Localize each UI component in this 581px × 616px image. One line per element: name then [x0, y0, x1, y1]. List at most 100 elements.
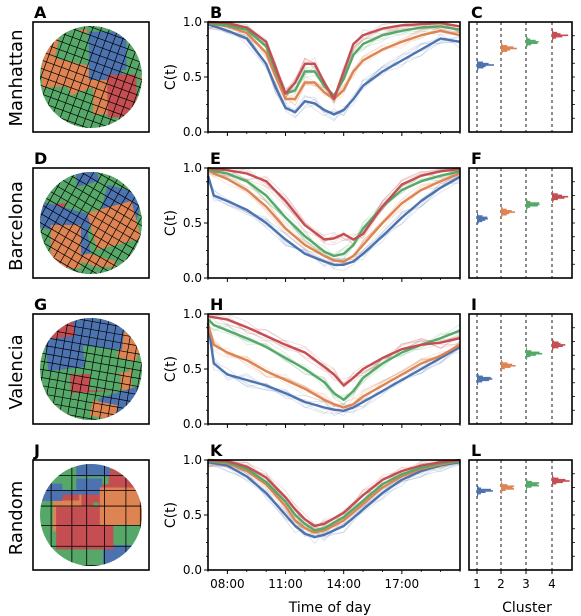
hist-bar-cluster-3 [526, 487, 528, 490]
panel-label-h: H [210, 295, 223, 314]
hist-bar-cluster-3 [526, 351, 540, 354]
hist-bar-cluster-4 [552, 33, 561, 35]
y-axis-label: C(t) [163, 210, 179, 236]
y-tick-label: 0.0 [183, 125, 202, 139]
y-tick-label: 0.0 [183, 563, 202, 577]
street [40, 38, 142, 88]
map-frame [32, 21, 150, 133]
hist-bar-cluster-1 [477, 69, 478, 72]
hist-bar-cluster-1 [477, 486, 479, 488]
y-tick-label: 0.5 [183, 362, 202, 376]
hist-bar-cluster-2 [501, 359, 502, 362]
hist-bar-cluster-3 [526, 199, 528, 202]
hist-bar-cluster-2 [501, 361, 503, 363]
street [40, 60, 142, 111]
map-frame [32, 313, 150, 425]
y-tick-label: 1.0 [183, 307, 202, 321]
street [40, 201, 142, 274]
hist-bar-cluster-4 [552, 340, 554, 342]
street [40, 26, 79, 128]
hist-bar-cluster-3 [526, 348, 528, 351]
map-region [87, 201, 142, 251]
hist-bar-cluster-2 [501, 492, 502, 494]
street [112, 26, 142, 128]
trajectory-line [207, 21, 461, 122]
cluster-tick-label: 4 [548, 577, 556, 591]
street [40, 215, 137, 274]
hist-bar-cluster-1 [477, 487, 482, 490]
street [90, 181, 142, 274]
street [40, 349, 142, 375]
hist-bar-cluster-4 [552, 481, 563, 484]
hist-bar-cluster-3 [526, 479, 528, 482]
street [40, 373, 142, 399]
street [40, 318, 142, 320]
panel-label-e: E [210, 149, 221, 168]
hist-bar-cluster-2 [501, 216, 502, 219]
hist-bar-cluster-1 [477, 376, 491, 379]
hist-bar-cluster-4 [552, 482, 557, 485]
hist-bar-cluster-3 [526, 354, 536, 356]
hist-bar-cluster-2 [501, 215, 503, 217]
hist-bar-cluster-3 [526, 483, 538, 486]
map-region [40, 483, 63, 501]
hist-bar-cluster-1 [477, 484, 478, 487]
series-line-cluster-1 [206, 175, 461, 266]
hist-bar-cluster-2 [501, 42, 502, 45]
hist-bar-cluster-1 [477, 66, 484, 69]
hist-bar-cluster-3 [526, 207, 528, 210]
hist-bar-cluster-2 [501, 206, 502, 208]
trajectory-line [207, 318, 461, 405]
hist-bar-cluster-4 [552, 338, 553, 341]
hist-bar-cluster-3 [526, 478, 527, 480]
hist-bar-cluster-3 [526, 488, 527, 491]
hist-bar-cluster-3 [526, 39, 536, 42]
hist-bar-cluster-3 [526, 203, 540, 206]
hist-bar-cluster-3 [526, 206, 531, 208]
cluster-tick-label: 1 [473, 577, 481, 591]
street [40, 318, 142, 336]
hist-bar-cluster-3 [526, 200, 531, 203]
panel-label-f: F [471, 149, 482, 168]
series-line-cluster-2 [206, 324, 461, 409]
hist-bar-cluster-2 [501, 46, 514, 48]
map-region [88, 31, 127, 80]
hist-bar-cluster-2 [501, 51, 503, 54]
map-region [44, 335, 86, 372]
hist-bar-cluster-3 [526, 352, 543, 355]
hist-bar-cluster-4 [552, 194, 563, 197]
hist-bar-cluster-2 [501, 368, 503, 371]
hist-bar-cluster-3 [526, 358, 527, 360]
y-tick-label: 0.0 [183, 417, 202, 431]
y-tick-label: 1.0 [183, 161, 202, 175]
street [40, 68, 142, 118]
hist-bar-cluster-3 [526, 202, 540, 204]
hist-bar-cluster-4 [552, 474, 553, 477]
street [40, 365, 142, 391]
panel-label-d: D [34, 149, 47, 168]
axes-frame [468, 167, 573, 279]
trajectory-line [207, 167, 461, 245]
map-panel-manhattan: A [32, 3, 150, 133]
axes-frame [468, 313, 573, 425]
hist-bar-cluster-4 [552, 31, 558, 34]
hist-bar-cluster-1 [477, 61, 484, 64]
series-line-cluster-2 [207, 459, 461, 534]
hist-bar-cluster-2 [501, 43, 503, 46]
street [40, 45, 142, 96]
hist-bar-cluster-3 [526, 38, 531, 41]
map-panel-barcelona: D [32, 149, 150, 279]
hist-bar-cluster-2 [501, 486, 513, 489]
hist-bar-cluster-3 [526, 42, 538, 45]
map-region [89, 400, 118, 420]
hist-bar-cluster-1 [477, 494, 479, 496]
trajectory-line [207, 318, 461, 415]
street [48, 172, 142, 226]
trajectory-line [207, 23, 461, 103]
hist-bar-cluster-4 [552, 198, 558, 201]
street [40, 188, 142, 260]
hist-bar-cluster-1 [477, 64, 494, 66]
map-frame [32, 167, 150, 279]
hist-bar-cluster-1 [477, 219, 486, 221]
